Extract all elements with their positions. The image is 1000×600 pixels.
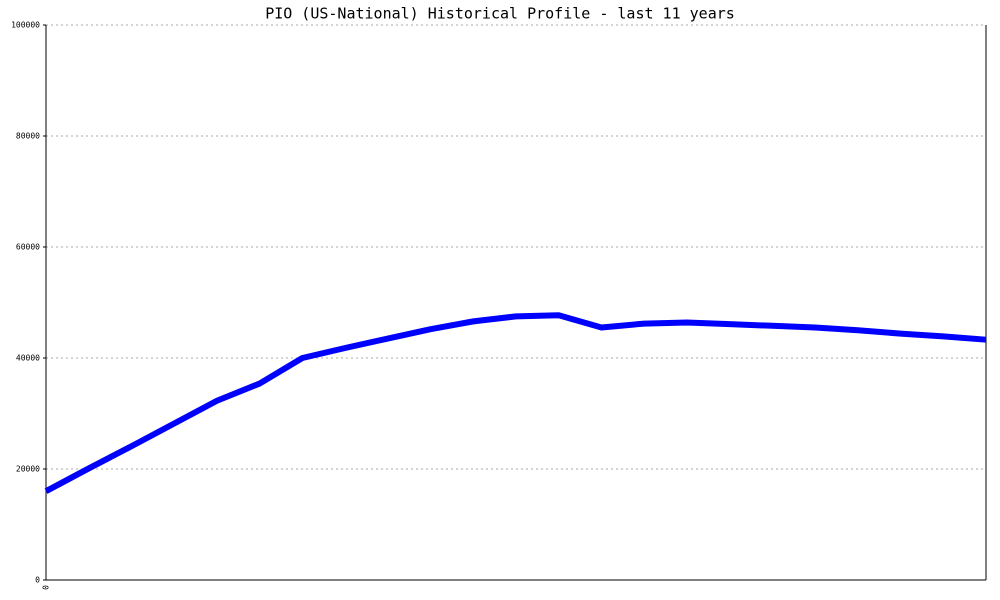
y-tick-label: 80000 xyxy=(16,132,40,141)
y-tick-label: 100000 xyxy=(11,21,40,30)
data-line xyxy=(44,312,987,494)
y-tick-label: 20000 xyxy=(16,465,40,474)
chart-title: PIO (US-National) Historical Profile - l… xyxy=(265,5,735,23)
y-tick-label: 60000 xyxy=(16,243,40,252)
y-tick-label: 40000 xyxy=(16,354,40,363)
x-tick-label: 0 xyxy=(42,585,51,590)
y-tick-label: 0 xyxy=(35,576,40,585)
